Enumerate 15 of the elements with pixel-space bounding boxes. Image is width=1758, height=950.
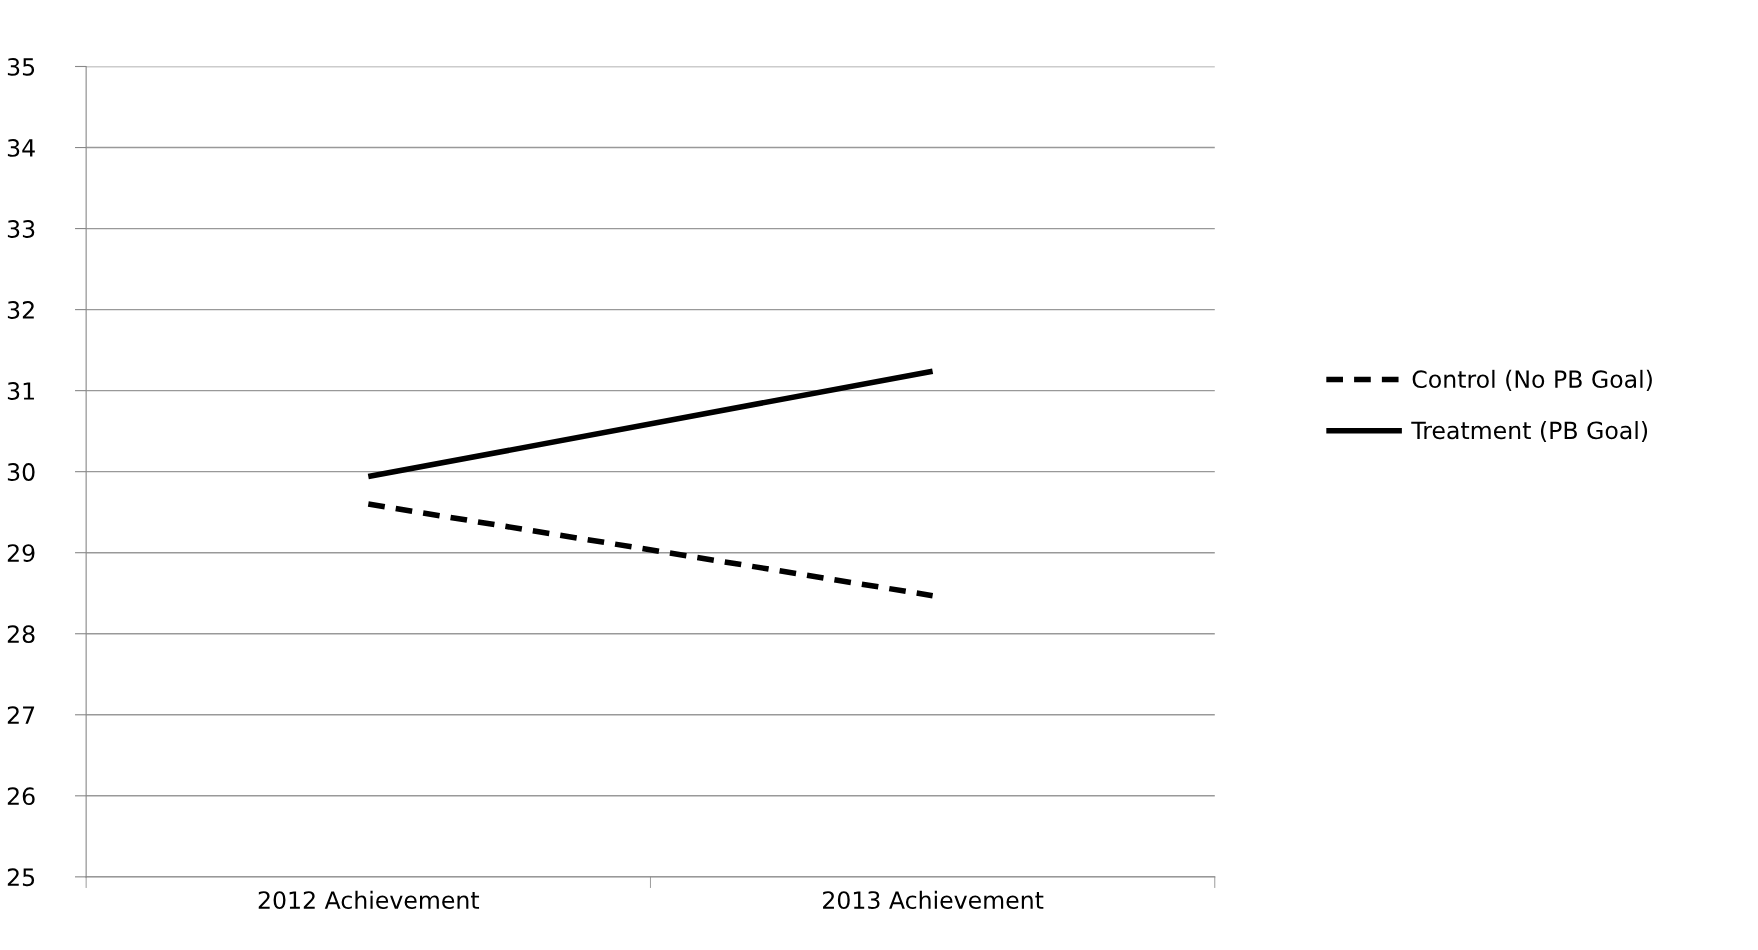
legend-label: Control (No PB Goal) [1412, 369, 1652, 391]
y-tick-label: 26 [7, 787, 35, 806]
x-tick-label: 2012 Achievement [258, 890, 480, 910]
y-tick-label: 25 [7, 868, 35, 887]
legend-label: Treatment (PB Goal) [1411, 421, 1648, 443]
y-tick-label: 31 [7, 382, 34, 400]
y-tick-label: 30 [7, 463, 35, 481]
y-tick-label: 27 [7, 706, 35, 724]
y-tick-label: 29 [7, 544, 35, 563]
y-tick-label: 35 [7, 57, 35, 76]
y-tick-label: 33 [7, 220, 35, 238]
y-tick-label: 32 [7, 301, 34, 319]
x-tick-label: 2013 Achievement [823, 890, 1044, 910]
y-tick-label: 34 [7, 138, 35, 157]
y-tick-label: 28 [7, 625, 35, 644]
